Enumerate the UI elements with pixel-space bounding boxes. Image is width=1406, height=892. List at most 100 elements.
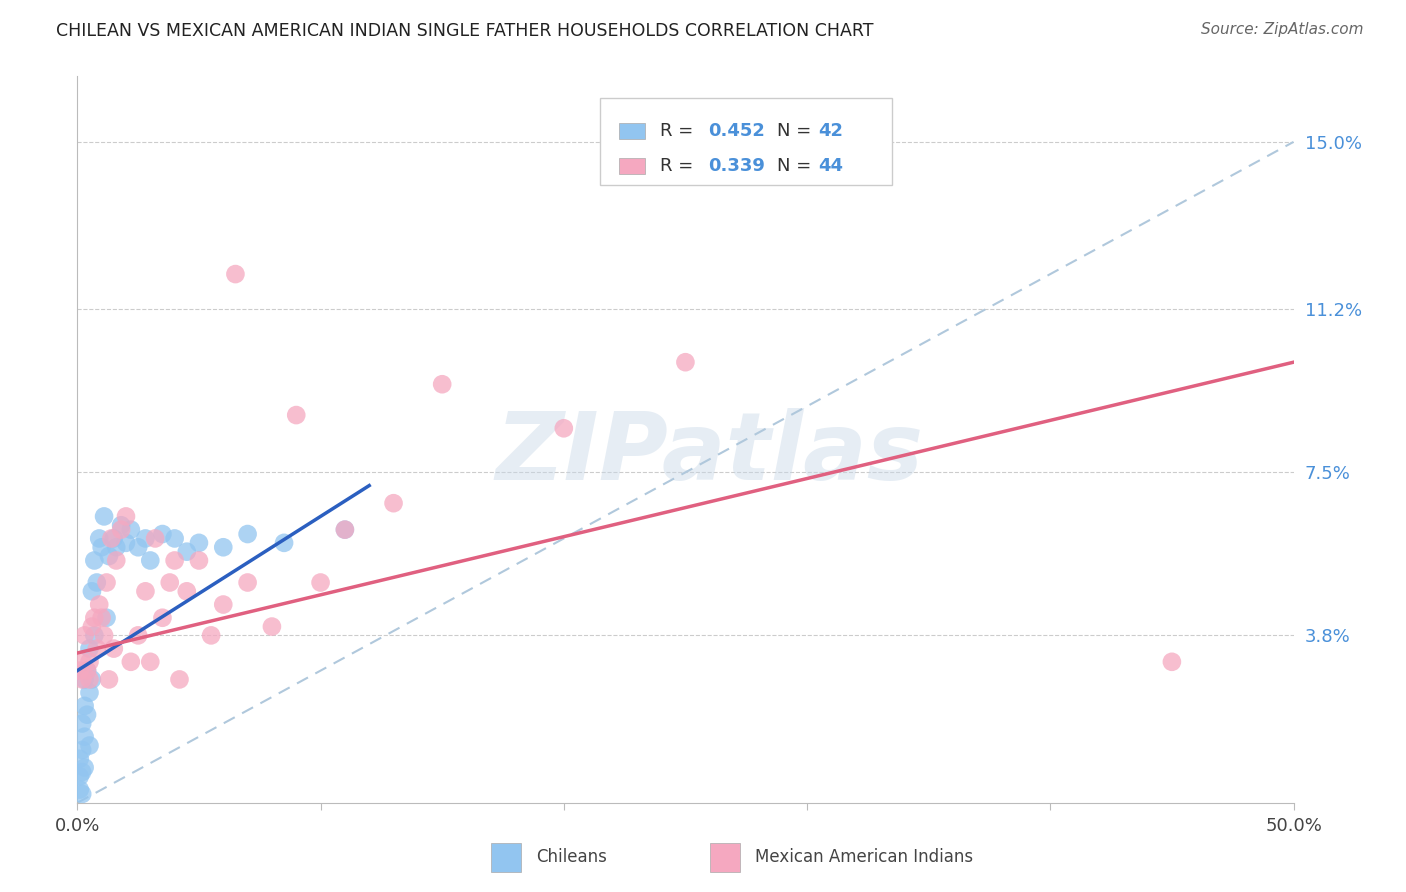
Point bbox=[70, 655, 93, 669]
Point bbox=[333, 523, 356, 537]
Point bbox=[120, 655, 142, 669]
Point bbox=[80, 619, 103, 633]
Point bbox=[70, 673, 93, 687]
Point bbox=[176, 584, 198, 599]
Point bbox=[159, 575, 181, 590]
Point bbox=[90, 611, 112, 625]
Point bbox=[80, 673, 103, 687]
Point bbox=[553, 421, 575, 435]
Point bbox=[79, 673, 101, 687]
Point bbox=[73, 760, 96, 774]
FancyBboxPatch shape bbox=[710, 843, 740, 871]
Text: N =: N = bbox=[776, 122, 817, 140]
Text: 0.339: 0.339 bbox=[709, 157, 765, 175]
Point bbox=[73, 673, 96, 687]
Point bbox=[188, 553, 211, 567]
Text: Chileans: Chileans bbox=[536, 848, 607, 866]
Point bbox=[69, 782, 91, 797]
Point bbox=[163, 553, 186, 567]
FancyBboxPatch shape bbox=[600, 97, 893, 185]
Point bbox=[163, 532, 186, 546]
Point bbox=[96, 611, 118, 625]
FancyBboxPatch shape bbox=[619, 158, 645, 174]
Point bbox=[93, 509, 115, 524]
Point bbox=[76, 664, 98, 678]
Point bbox=[69, 752, 91, 766]
Point bbox=[675, 355, 697, 369]
Point bbox=[73, 698, 96, 713]
Point bbox=[139, 655, 162, 669]
Text: Mexican American Indians: Mexican American Indians bbox=[755, 848, 973, 866]
Text: N =: N = bbox=[776, 157, 817, 175]
Point bbox=[70, 743, 93, 757]
Point bbox=[73, 628, 96, 642]
Point bbox=[103, 641, 125, 656]
Point bbox=[97, 673, 120, 687]
Point bbox=[285, 408, 308, 422]
Point bbox=[69, 769, 91, 783]
Point bbox=[212, 541, 235, 555]
Text: 42: 42 bbox=[818, 122, 844, 140]
Point bbox=[236, 575, 259, 590]
Point bbox=[1161, 655, 1184, 669]
Text: ZIPatlas: ZIPatlas bbox=[496, 408, 924, 500]
Point bbox=[79, 641, 101, 656]
Text: 0.452: 0.452 bbox=[709, 122, 765, 140]
Point bbox=[105, 553, 128, 567]
Point bbox=[212, 598, 235, 612]
Point bbox=[152, 611, 174, 625]
Point bbox=[83, 611, 105, 625]
Point bbox=[93, 628, 115, 642]
Point bbox=[152, 527, 174, 541]
Point bbox=[120, 523, 142, 537]
Point bbox=[83, 628, 105, 642]
Text: R =: R = bbox=[659, 157, 699, 175]
Point bbox=[73, 730, 96, 744]
Point bbox=[110, 523, 132, 537]
Point bbox=[115, 509, 138, 524]
Point bbox=[134, 584, 156, 599]
Point bbox=[382, 496, 405, 510]
Point bbox=[76, 707, 98, 722]
Point bbox=[103, 532, 125, 546]
Point bbox=[143, 532, 166, 546]
Point bbox=[134, 532, 156, 546]
Point bbox=[80, 584, 103, 599]
Point bbox=[105, 541, 128, 555]
Point bbox=[83, 553, 105, 567]
Text: CHILEAN VS MEXICAN AMERICAN INDIAN SINGLE FATHER HOUSEHOLDS CORRELATION CHART: CHILEAN VS MEXICAN AMERICAN INDIAN SINGL… bbox=[56, 22, 873, 40]
Point bbox=[309, 575, 332, 590]
Point bbox=[188, 536, 211, 550]
Point bbox=[89, 532, 111, 546]
Point bbox=[110, 518, 132, 533]
Point bbox=[127, 541, 149, 555]
Point bbox=[260, 619, 283, 633]
Point bbox=[70, 716, 93, 731]
Point bbox=[89, 598, 111, 612]
Point bbox=[79, 655, 101, 669]
Point bbox=[76, 664, 98, 678]
Point bbox=[236, 527, 259, 541]
Point bbox=[169, 673, 191, 687]
Text: Source: ZipAtlas.com: Source: ZipAtlas.com bbox=[1201, 22, 1364, 37]
Point bbox=[139, 553, 162, 567]
Text: 44: 44 bbox=[818, 157, 844, 175]
Point bbox=[70, 764, 93, 779]
Point bbox=[86, 575, 108, 590]
Point bbox=[79, 739, 101, 753]
Point bbox=[90, 541, 112, 555]
Point bbox=[100, 532, 122, 546]
FancyBboxPatch shape bbox=[491, 843, 522, 871]
Point bbox=[70, 787, 93, 801]
Point bbox=[115, 536, 138, 550]
Point bbox=[200, 628, 222, 642]
Point bbox=[96, 575, 118, 590]
Point bbox=[97, 549, 120, 563]
FancyBboxPatch shape bbox=[619, 123, 645, 139]
Point bbox=[127, 628, 149, 642]
Point bbox=[430, 377, 453, 392]
Point bbox=[273, 536, 295, 550]
Text: R =: R = bbox=[659, 122, 699, 140]
Point bbox=[176, 544, 198, 558]
Point bbox=[79, 686, 101, 700]
